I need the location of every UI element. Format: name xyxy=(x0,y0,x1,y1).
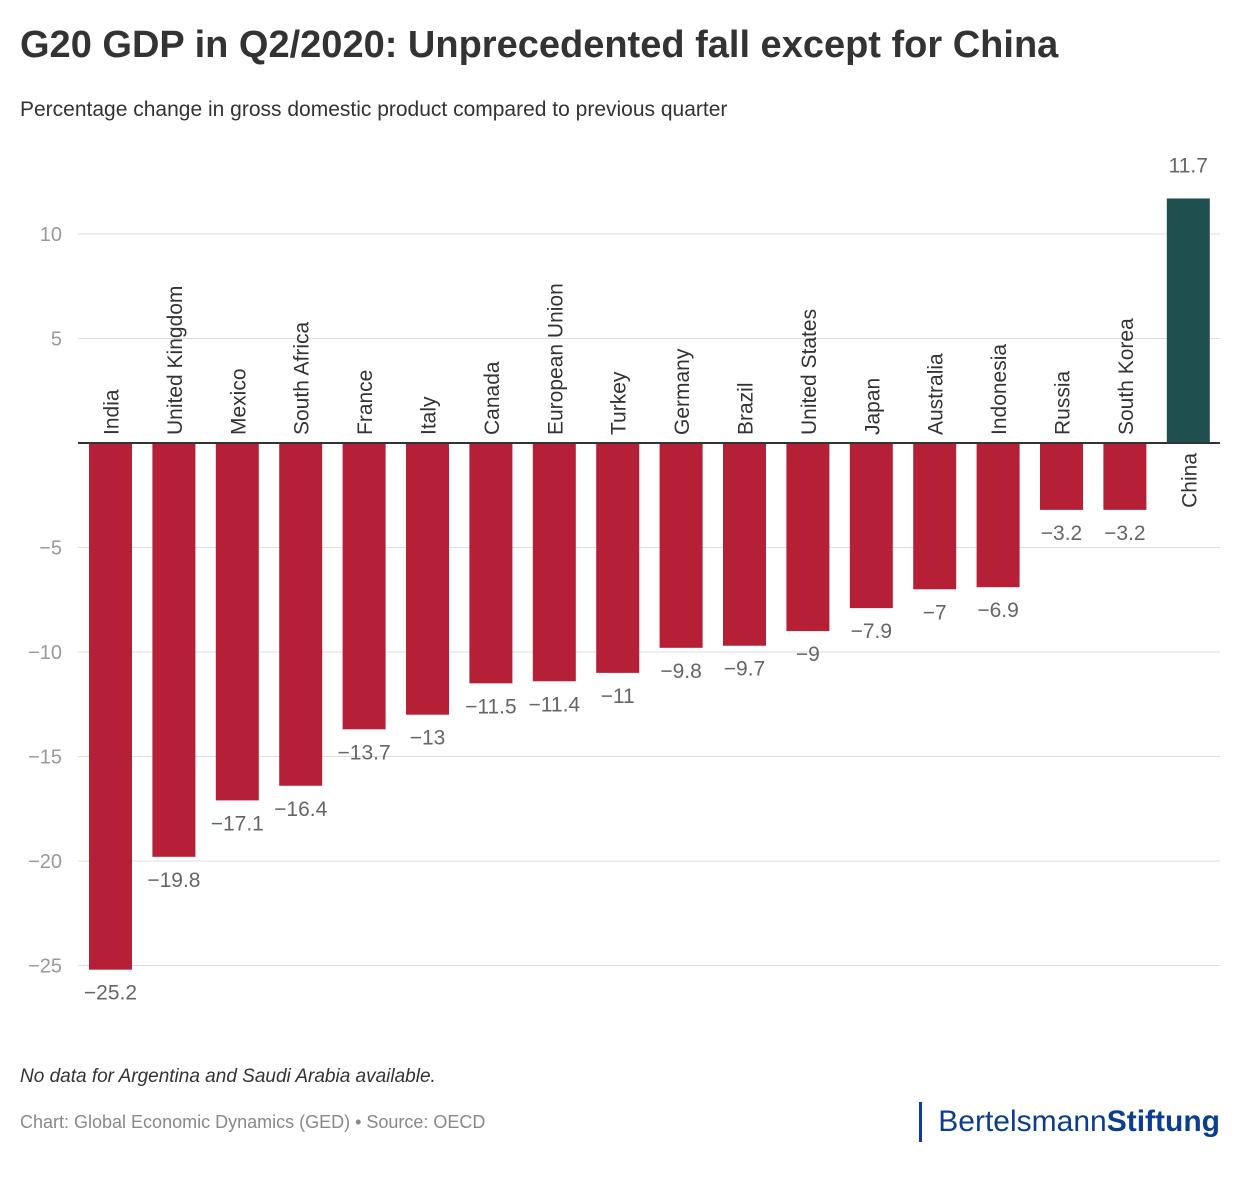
y-axis-tick-labels: 10 5 −5 −10 −15 −20 −25 xyxy=(28,224,62,978)
category-label: Germany xyxy=(671,348,694,435)
bar-canada xyxy=(469,443,513,684)
y-tick-label: −5 xyxy=(39,538,62,560)
data-label: −3.2 xyxy=(1041,522,1082,545)
data-label: −13.7 xyxy=(338,741,391,764)
category-label: South Korea xyxy=(1115,318,1138,435)
chart-subtitle: Percentage change in gross domestic prod… xyxy=(20,98,728,121)
data-label: −13 xyxy=(410,727,446,750)
category-label: France xyxy=(354,370,377,435)
category-label: India xyxy=(101,389,124,435)
category-label: China xyxy=(1178,453,1201,508)
bar-turkey xyxy=(596,443,640,673)
data-label: −3.2 xyxy=(1104,522,1145,545)
chart-title: G20 GDP in Q2/2020: Unprecedented fall e… xyxy=(20,24,1059,66)
category-label: European Union xyxy=(544,283,567,435)
logo-bar xyxy=(919,1102,923,1142)
category-label: Indonesia xyxy=(988,344,1011,435)
data-label: −11.5 xyxy=(465,695,517,718)
bar-chart: 10 5 −5 −10 −15 −20 −25 −25.2 −19.8 −17.1 −16.4 −1… xyxy=(28,154,1220,1005)
data-label: −6.9 xyxy=(977,599,1018,622)
category-label: Russia xyxy=(1052,370,1075,435)
bar-germany xyxy=(659,443,703,648)
data-label: −9 xyxy=(796,643,820,666)
data-label: 11.7 xyxy=(1169,154,1208,177)
source-credit: Chart: Global Economic Dynamics (GED) • … xyxy=(20,1112,486,1132)
bar-south-korea xyxy=(1103,443,1147,510)
category-label: South Africa xyxy=(291,321,314,435)
bar-united-states xyxy=(786,443,830,632)
category-label: Italy xyxy=(418,396,441,435)
bar-mexico xyxy=(215,443,259,801)
bar-brazil xyxy=(723,443,766,646)
category-label: Mexico xyxy=(227,368,250,435)
bar-south-africa xyxy=(279,443,323,786)
data-label: −9.8 xyxy=(660,660,701,683)
category-labels: India United Kingdom Mexico South Africa Fra… xyxy=(101,283,1202,508)
data-label: −9.7 xyxy=(724,658,765,681)
bar-france xyxy=(342,443,386,730)
bar-india xyxy=(89,443,132,970)
category-label: Turkey xyxy=(608,371,631,435)
category-label: United States xyxy=(798,309,821,435)
y-tick-label: −15 xyxy=(28,747,62,769)
bar-european-union xyxy=(532,443,576,682)
footnote: No data for Argentina and Saudi Arabia a… xyxy=(20,1066,436,1087)
logo-text: BertelsmannStiftung xyxy=(938,1105,1220,1139)
bar-italy xyxy=(406,443,449,715)
bar-japan xyxy=(849,443,893,609)
data-label: −11.4 xyxy=(529,693,581,716)
data-label: −16.4 xyxy=(274,798,327,821)
bertelsmann-stiftung-logo: BertelsmannStiftung xyxy=(919,1102,1220,1142)
bars xyxy=(89,198,1210,970)
category-label: Japan xyxy=(861,378,884,435)
y-tick-label: −10 xyxy=(28,642,62,664)
y-tick-label: −25 xyxy=(28,956,62,978)
category-label: Canada xyxy=(481,361,504,435)
data-label: −11 xyxy=(601,685,635,708)
y-tick-label: 5 xyxy=(51,329,62,351)
category-label: Australia xyxy=(925,353,948,435)
data-label: −17.1 xyxy=(211,812,264,835)
logo-text-part1: Bertelsmann xyxy=(938,1105,1107,1138)
category-label: United Kingdom xyxy=(164,286,187,435)
bar-australia xyxy=(913,443,957,590)
bar-china xyxy=(1166,198,1210,443)
category-label: Brazil xyxy=(735,382,758,435)
logo-text-part2: Stiftung xyxy=(1106,1105,1220,1138)
y-tick-label: −20 xyxy=(28,851,62,873)
bar-indonesia xyxy=(976,443,1020,588)
bar-united-kingdom xyxy=(152,443,196,857)
data-label: −7.9 xyxy=(851,620,892,643)
gridlines xyxy=(78,233,1220,966)
value-labels: −25.2 −19.8 −17.1 −16.4 −13.7 −13 −11.5 −11.4 −1… xyxy=(84,154,1208,1004)
data-label: −25.2 xyxy=(84,982,137,1005)
data-label: −7 xyxy=(923,601,947,624)
bar-russia xyxy=(1040,443,1083,510)
data-label: −19.8 xyxy=(147,869,200,892)
y-tick-label: 10 xyxy=(40,224,62,246)
